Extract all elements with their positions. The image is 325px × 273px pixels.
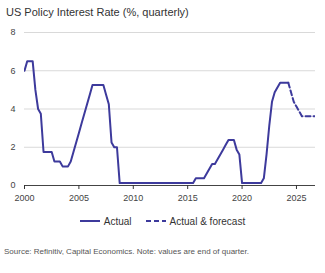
svg-text:2005: 2005 — [69, 193, 89, 203]
html-text:Actual & forecast: Actual & forecast — [169, 215, 246, 227]
svg-text:2025: 2025 — [286, 193, 306, 203]
svg-text:2015: 2015 — [178, 193, 198, 203]
svg-text:2000: 2000 — [14, 193, 34, 203]
svg-text:0: 0 — [10, 180, 15, 190]
html-text:Actual: Actual — [103, 215, 132, 227]
svg-text:2020: 2020 — [232, 193, 252, 203]
svg-text:8: 8 — [10, 27, 15, 37]
svg-text:2010: 2010 — [123, 193, 143, 203]
svg-text:6: 6 — [10, 66, 15, 76]
svg-text:4: 4 — [10, 104, 15, 114]
html-text:Source: Refinitiv, Capital Eco: Source: Refinitiv, Capital Economics. No… — [4, 247, 249, 256]
html-text:US Policy Interest Rate (%, qu: US Policy Interest Rate (%, quarterly) — [6, 6, 189, 18]
svg-text:2: 2 — [10, 142, 15, 152]
